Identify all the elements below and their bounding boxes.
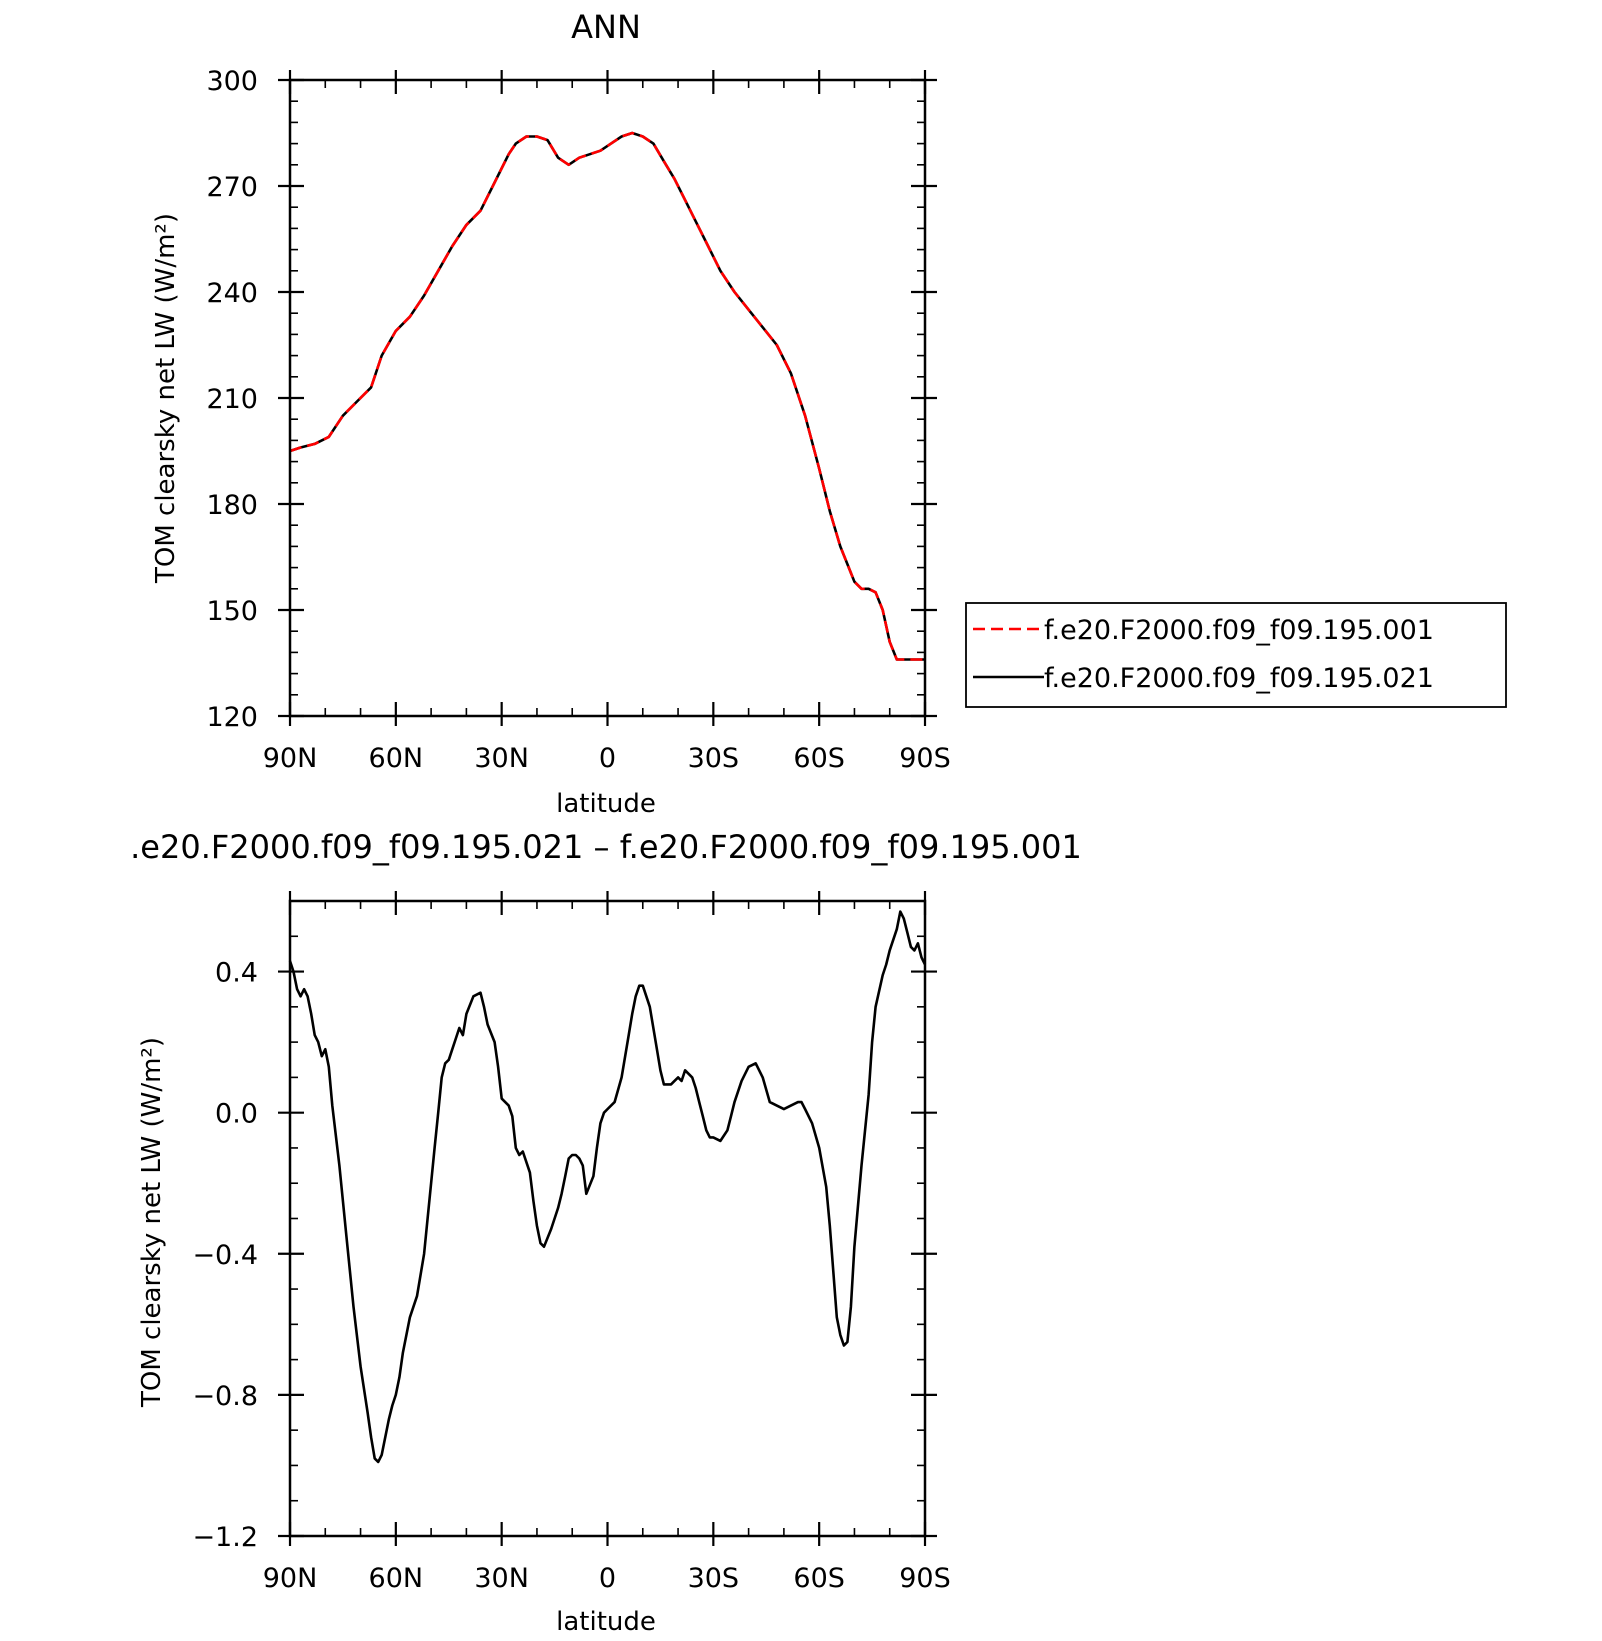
- y-tick-label: 300: [206, 66, 258, 97]
- x-tick-label: 90S: [899, 1563, 951, 1594]
- bottom-chart-frame: [288, 899, 927, 1538]
- x-tick-label: 90S: [899, 743, 951, 774]
- y-tick-label: 180: [206, 490, 258, 521]
- y-tick-label: 240: [206, 278, 258, 309]
- x-tick-label: 90N: [263, 1563, 318, 1594]
- bottom-chart: .e20.F2000.f09_f09.195.021 – f.e20.F2000…: [130, 828, 1082, 1637]
- top-chart-x-tick-labels: 90N 60N 30N 0 30S 60S 90S: [263, 743, 951, 774]
- legend-label-series-1: f.e20.F2000.f09_f09.195.001: [1044, 615, 1434, 646]
- x-tick-label: 30S: [688, 1563, 740, 1594]
- x-tick-label: 60N: [369, 743, 424, 774]
- x-tick-label: 30N: [474, 1563, 529, 1594]
- series-line-1: [289, 131, 925, 661]
- y-tick-label: 0.4: [215, 958, 258, 989]
- legend-label-series-2: f.e20.F2000.f09_f09.195.021: [1044, 663, 1434, 694]
- x-tick-label: 90N: [263, 743, 318, 774]
- y-tick-label: 150: [206, 596, 258, 627]
- x-tick-label: 60S: [793, 743, 845, 774]
- bottom-chart-title: .e20.F2000.f09_f09.195.021 – f.e20.F2000…: [130, 828, 1082, 866]
- series-line-2: [289, 131, 925, 661]
- x-tick-label: 30N: [474, 743, 529, 774]
- bottom-chart-y-axis-label: TOM clearsky net LW (W/m²): [137, 1037, 167, 1408]
- bottom-chart-x-tick-labels: 90N 60N 30N 0 30S 60S 90S: [263, 1563, 951, 1594]
- x-tick-label: 30S: [688, 743, 740, 774]
- y-tick-label: 270: [206, 172, 258, 203]
- y-tick-label: −0.8: [192, 1381, 258, 1412]
- top-chart-y-axis-label: TOM clearsky net LW (W/m²): [151, 213, 181, 584]
- x-tick-label: 60S: [793, 1563, 845, 1594]
- top-chart-title: ANN: [571, 8, 641, 46]
- y-tick-label: 210: [206, 384, 258, 415]
- x-tick-label: 0: [599, 743, 616, 774]
- x-tick-label: 0: [599, 1563, 616, 1594]
- series-line-1: [288, 910, 927, 1464]
- y-tick-label: −1.2: [192, 1522, 258, 1553]
- x-tick-label: 60N: [369, 1563, 424, 1594]
- bottom-chart-ticks: [278, 891, 937, 1546]
- top-chart-y-tick-labels: 120 150 180 210 240 270 300: [206, 66, 258, 733]
- legend-box: [965, 602, 1507, 708]
- bottom-chart-series: [288, 910, 927, 1464]
- top-chart: ANN 120 150 180 210 240 270 300 90N 60N 30N 0 30S 6…: [151, 8, 1507, 819]
- y-tick-label: 0.0: [215, 1099, 258, 1130]
- top-chart-series: [289, 131, 925, 661]
- top-chart-frame: [288, 78, 927, 718]
- top-chart-x-axis-label: latitude: [556, 789, 656, 819]
- bottom-chart-y-tick-labels: −1.2 −0.8 −0.4 0.0 0.4: [192, 958, 258, 1553]
- y-tick-label: −0.4: [192, 1240, 258, 1271]
- legend: f.e20.F2000.f09_f09.195.001 f.e20.F2000.…: [965, 602, 1507, 708]
- y-tick-label: 120: [206, 702, 258, 733]
- bottom-chart-x-axis-label: latitude: [556, 1607, 656, 1637]
- top-chart-ticks: [278, 70, 937, 726]
